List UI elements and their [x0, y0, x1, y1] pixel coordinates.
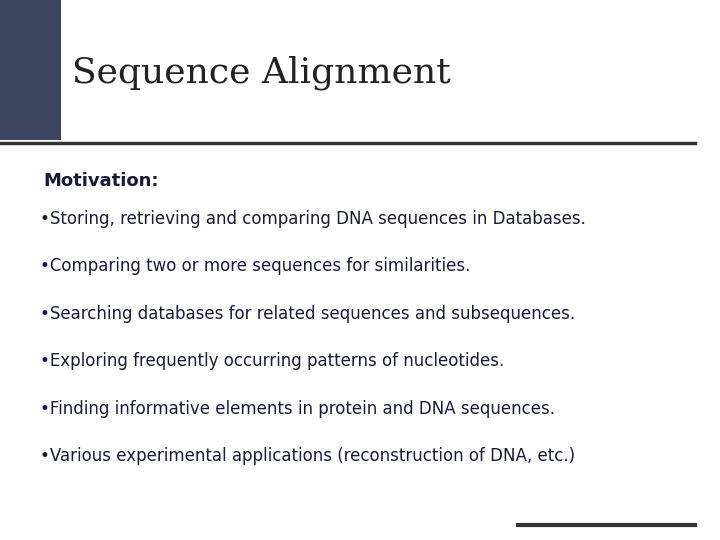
Text: •Comparing two or more sequences for similarities.: •Comparing two or more sequences for sim…: [40, 257, 470, 275]
Text: Sequence Alignment: Sequence Alignment: [72, 56, 451, 90]
FancyBboxPatch shape: [0, 0, 61, 140]
Text: •Exploring frequently occurring patterns of nucleotides.: •Exploring frequently occurring patterns…: [40, 352, 504, 370]
Text: •Searching databases for related sequences and subsequences.: •Searching databases for related sequenc…: [40, 305, 575, 323]
Text: •Finding informative elements in protein and DNA sequences.: •Finding informative elements in protein…: [40, 400, 554, 418]
Text: •Various experimental applications (reconstruction of DNA, etc.): •Various experimental applications (reco…: [40, 447, 575, 465]
Text: Motivation:: Motivation:: [43, 172, 158, 190]
Text: •Storing, retrieving and comparing DNA sequences in Databases.: •Storing, retrieving and comparing DNA s…: [40, 210, 585, 228]
